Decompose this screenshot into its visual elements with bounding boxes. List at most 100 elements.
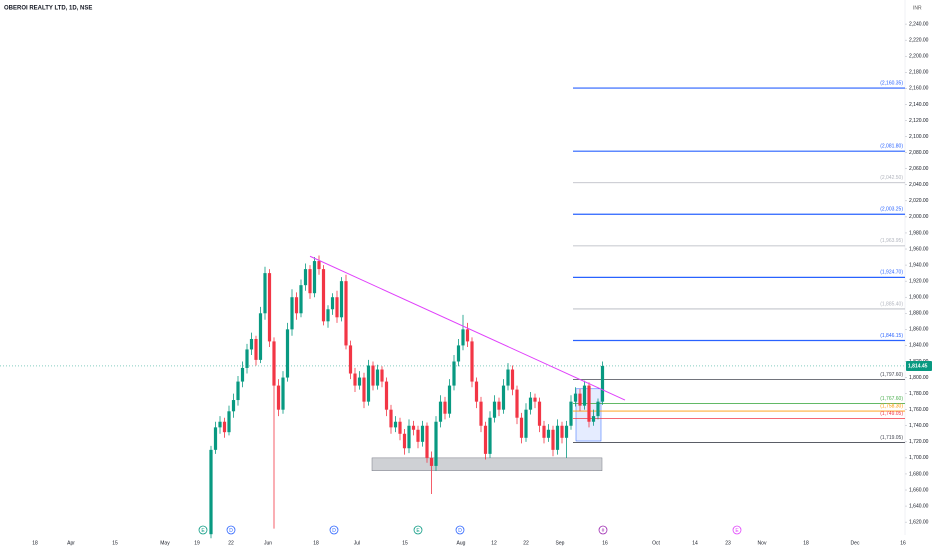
level-label: (1,846.15) [880,333,903,339]
candle-body [290,297,294,330]
chart-title: OBEROI REALTY LTD, 1D, NSE [4,6,92,12]
y-tick-label: 1,620.00 [909,519,929,525]
y-tick-label: 2,140.00 [909,102,929,108]
candle-body [276,385,281,410]
candle-body [245,349,249,368]
candle-body [497,401,501,410]
support-zone [371,457,603,471]
candle-body [371,365,375,386]
candle-body [600,365,605,402]
candle-body [263,273,267,314]
candle-body [339,281,344,318]
y-tick-label: 2,200.00 [909,54,929,60]
event-label: D [229,528,233,534]
candle-body [416,429,420,442]
y-tick-label: 1,740.00 [909,423,929,429]
x-tick-label: Sep [556,540,565,546]
y-tick-label: 1,980.00 [909,230,929,236]
candle-body [591,416,596,422]
candle-body [555,425,560,450]
candle-body [434,421,438,466]
event-label: E [735,528,739,534]
x-tick-label: Nov [758,540,767,546]
candle-body [353,373,357,386]
event-icon [455,525,465,535]
candle-body [357,377,362,386]
candle-body [272,341,276,386]
candle-body [407,425,411,449]
x-tick-label: Dec [851,540,860,546]
x-tick-label: 18 [32,540,38,546]
level-label: (1,767.60) [880,396,903,402]
candle-body [546,429,551,438]
candle-body [335,297,339,318]
candle-body [470,341,474,382]
candle-body [240,367,245,382]
candle-body [564,425,569,438]
y-tick-label: 1,860.00 [909,327,929,333]
candle-body [492,401,497,418]
event-icon [732,525,742,535]
candle-body [303,269,308,286]
candle-body [299,285,303,314]
level-label: (2,160.35) [880,80,903,86]
event-icon [198,525,208,535]
candle-body [389,409,393,428]
level-label: (2,003.25) [880,207,903,213]
x-tick-label: 18 [803,540,809,546]
x-tick-label: 18 [313,540,319,546]
level-label: (1,924.70) [880,270,903,276]
y-tick-label: 2,180.00 [909,70,929,76]
y-tick-label: 2,000.00 [909,214,929,220]
event-icon [598,525,608,535]
y-tick-label: 1,720.00 [909,439,929,445]
x-tick-label: 16 [602,540,608,546]
y-tick-label: 2,120.00 [909,118,929,124]
candle-body [488,417,492,454]
candle-body [425,425,429,458]
candle-body [560,425,564,438]
candle-body [519,417,524,438]
y-tick-label: 2,040.00 [909,182,929,188]
candle-body [569,401,573,426]
candle-body [551,429,555,450]
candle-body [461,329,465,346]
candle-body [231,400,236,412]
candle-body [537,401,542,426]
candle-body [236,381,240,401]
y-tick-label: 1,700.00 [909,455,929,461]
candle-body [375,369,380,386]
candle-body [321,269,326,322]
candle-body [474,381,479,402]
candle-body [213,427,218,450]
y-tick-label: 1,920.00 [909,278,929,284]
x-tick-label: Jul [354,540,360,546]
x-tick-label: Oct [652,540,660,546]
candle-body [209,449,213,535]
event-icon [413,525,423,535]
x-tick-label: 15 [112,540,118,546]
candle-body [587,385,591,422]
candle-body [222,421,227,433]
y-tick-label: 1,900.00 [909,295,929,301]
currency: INR [913,5,922,11]
x-tick-label: Apr [67,540,75,546]
candle-body [285,329,290,378]
y-tick-label: 2,160.00 [909,86,929,92]
candle-body [402,433,407,449]
candle-body [344,281,348,346]
candle-body [510,369,515,390]
x-tick-label: 15 [402,540,408,546]
y-tick-label: 1,880.00 [909,311,929,317]
candle-body [596,401,600,417]
last-price-tag [906,360,932,371]
y-tick-label: 1,640.00 [909,503,929,509]
event-icon [226,525,236,535]
x-tick-label: Jun [264,540,272,546]
candle-body [312,261,317,294]
candle-body [438,401,443,422]
candle-body [447,385,452,414]
candle-body [573,393,578,402]
candle-body [411,425,416,430]
